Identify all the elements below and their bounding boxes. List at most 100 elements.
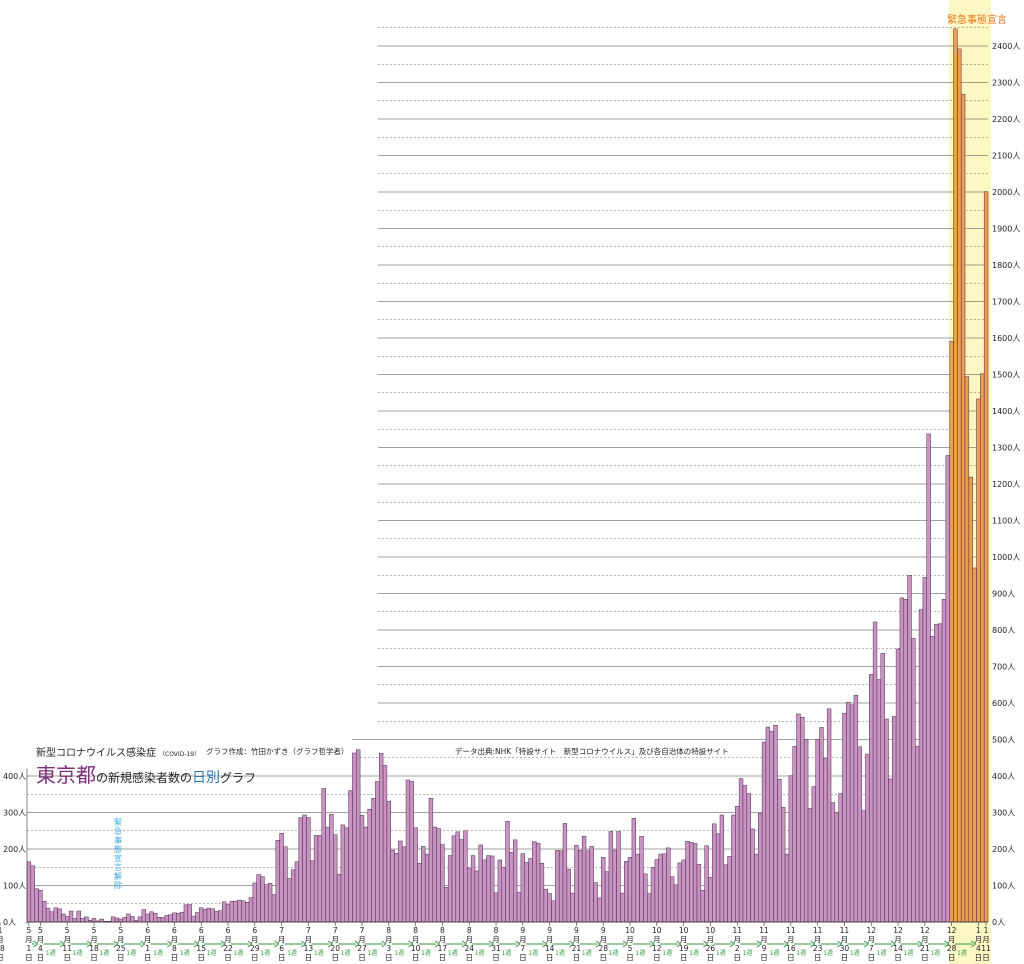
bar <box>689 842 694 923</box>
bar <box>172 912 177 923</box>
bar <box>581 835 587 923</box>
x-tick-label: 月 <box>197 935 205 944</box>
bar <box>375 781 380 923</box>
bar <box>267 883 273 923</box>
bar <box>784 853 790 923</box>
bar <box>685 841 690 923</box>
x-tick-label: 月 <box>251 935 259 944</box>
y-tick-label: 2300人 <box>992 79 1020 88</box>
bar <box>61 913 66 923</box>
bar <box>907 575 912 923</box>
week-marker: 1週 <box>743 949 753 957</box>
y-tick-label: 100人 <box>992 882 1015 891</box>
bar <box>156 917 162 923</box>
bar <box>149 911 154 923</box>
bar <box>145 913 150 923</box>
x-tick-label: 6 <box>172 926 177 935</box>
bar <box>719 814 725 923</box>
x-tick-label: 1 <box>27 944 32 953</box>
x-tick-label: 28 <box>947 944 957 953</box>
bar <box>666 847 671 923</box>
bar <box>888 778 893 923</box>
x-tick-label: 9 <box>762 944 767 953</box>
y-tick-label-left: 300人 <box>3 809 26 818</box>
x-tick-label: 5 <box>38 926 43 935</box>
bar <box>310 860 315 923</box>
bar <box>608 831 614 923</box>
x-tick-label: 月 <box>599 935 607 944</box>
x-tick-label: 日 <box>841 953 849 962</box>
bar <box>57 908 62 923</box>
bar <box>570 892 575 923</box>
bar <box>918 609 924 923</box>
bar <box>290 869 296 923</box>
bar <box>264 884 269 923</box>
x-tick-label: 5 <box>65 926 70 935</box>
bar <box>49 911 55 923</box>
bar <box>183 904 189 923</box>
bar <box>505 821 510 923</box>
bar <box>830 802 836 923</box>
x-tick-label: 日 <box>197 953 205 962</box>
bar <box>934 623 939 923</box>
x-tick-label: 日 <box>814 953 822 962</box>
bar <box>976 398 981 923</box>
x-tick-label: 月 <box>573 935 581 944</box>
y-tick-label: 2400人 <box>992 42 1020 51</box>
y-tick-label: 1300人 <box>992 444 1020 453</box>
x-tick-label: 22 <box>223 944 233 953</box>
bar <box>401 846 407 923</box>
bar <box>34 888 39 923</box>
x-tick-label: 日 <box>0 953 4 962</box>
x-tick-label: 月 <box>358 935 366 944</box>
week-marker: 1週 <box>957 949 967 957</box>
bar <box>692 843 698 923</box>
bar <box>899 597 905 923</box>
chart-credit: グラフ作成：竹田かずき（グラフ哲学者） <box>206 747 349 756</box>
bar <box>926 433 931 923</box>
week-marker: 1週 <box>609 949 619 957</box>
x-tick-label: 10 <box>411 944 421 953</box>
x-tick-label: 1 <box>976 926 981 935</box>
x-tick-label: 日 <box>90 953 98 962</box>
x-tick-label: 12 <box>866 926 876 935</box>
bar <box>229 900 234 923</box>
bar <box>195 912 200 923</box>
bar <box>903 599 908 923</box>
bar <box>555 850 560 923</box>
bar <box>187 904 192 923</box>
week-arrow-head <box>33 940 39 948</box>
bar <box>490 855 495 923</box>
bar <box>168 914 173 923</box>
bar <box>708 877 713 923</box>
bar <box>218 910 223 923</box>
bar <box>869 674 874 923</box>
bar <box>937 623 943 923</box>
bar <box>930 635 935 923</box>
chart-title-small: 新型コロナウイルス感染症 （COVID-19） <box>36 748 201 759</box>
x-tick-label: 月 <box>519 935 527 944</box>
bar <box>279 833 284 923</box>
week-arrow-head <box>113 940 119 948</box>
x-tick-label: 日 <box>867 953 875 962</box>
bar <box>746 793 751 923</box>
bar <box>535 842 541 923</box>
bar <box>589 846 594 923</box>
x-tick-label: 10 <box>679 926 689 935</box>
x-tick-label: 月 <box>948 935 956 944</box>
bar <box>126 913 131 923</box>
bar <box>394 853 399 923</box>
week-arrow-head <box>890 940 896 948</box>
bar <box>980 373 985 923</box>
bar <box>574 845 579 923</box>
bar <box>325 826 330 923</box>
bar <box>30 865 35 923</box>
bar <box>222 901 227 923</box>
x-tick-label: 14 <box>545 944 555 953</box>
bar <box>639 835 644 923</box>
week-marker: 1週 <box>582 949 592 957</box>
x-tick-label: 11 <box>981 944 991 953</box>
bar <box>512 839 518 923</box>
bar <box>91 918 97 923</box>
x-tick-label: 11 <box>732 926 742 935</box>
